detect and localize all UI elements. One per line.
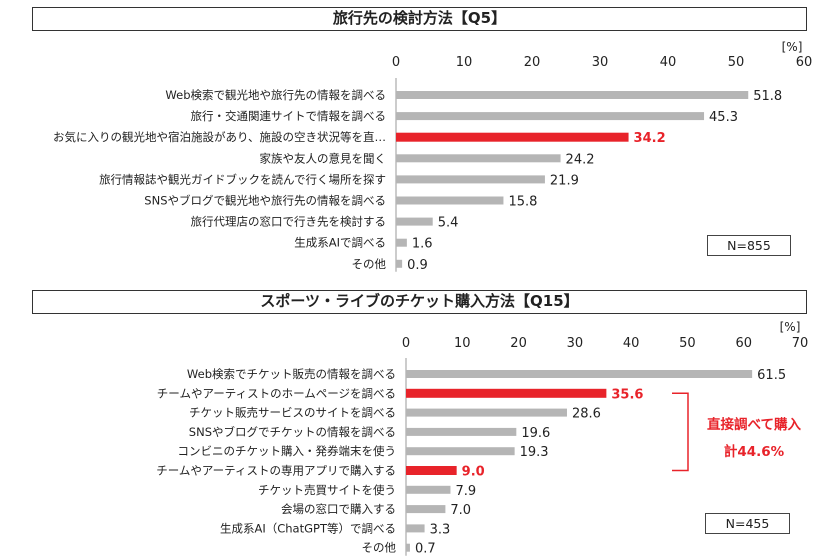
chart1-value-label: 34.2	[634, 131, 666, 146]
chart1-bar	[396, 238, 407, 247]
chart1-sample-size: N=855	[707, 235, 791, 256]
chart1-bar	[396, 175, 545, 184]
chart2-bar	[406, 466, 457, 475]
chart2-bar	[406, 524, 425, 533]
chart1-value-label: 45.3	[709, 110, 738, 125]
chart1-bar	[396, 259, 403, 268]
chart1-category-label: 旅行代理店の窓口で行き先を検討する	[191, 215, 387, 229]
chart1-bar	[396, 132, 629, 142]
chart2-value-label: 0.7	[415, 542, 436, 557]
chart2-tick-label: 40	[623, 336, 640, 351]
chart2-category-label: Web検索でチケット販売の情報を調べる	[187, 367, 396, 381]
chart2-title: スポーツ・ライブのチケット購入方法【Q15】	[32, 290, 807, 314]
chart1-value-label: 15.8	[508, 195, 537, 210]
chart1-title: 旅行先の検討方法【Q5】	[32, 7, 807, 31]
chart1-value-label: 1.6	[412, 237, 433, 252]
chart2-bar	[406, 408, 567, 417]
chart2-value-label: 19.6	[521, 426, 550, 441]
chart2-tick-label: 30	[567, 336, 584, 351]
chart1-bar	[396, 217, 433, 226]
chart2-category-label: チームやアーティストのホームページを調べる	[157, 386, 396, 400]
chart2-bar	[406, 505, 446, 514]
chart1-plot: [%] 0 10 20 30 40 50 60 Web検索で観光地や旅行先の情報を調べる 51.8…	[53, 40, 812, 273]
chart2-tick-label: 20	[510, 336, 527, 351]
chart1-value-label: 21.9	[550, 173, 579, 188]
chart2-bar	[406, 447, 515, 456]
chart1-tick-label: 0	[392, 55, 400, 70]
chart2-category-label: その他	[362, 541, 397, 555]
chart1-tick-label: 20	[524, 55, 541, 70]
chart2-category-label: コンビニのチケット購入・発券端末を使う	[178, 444, 397, 458]
chart1-tick-label: 10	[456, 55, 473, 70]
chart1-category-label: 旅行情報誌や観光ガイドブックを読んで行く場所を探す	[99, 172, 386, 186]
chart1-category-label: SNSやブログで観光地や旅行先の情報を調べる	[144, 194, 386, 208]
chart2-value-label: 61.5	[757, 368, 786, 383]
chart2-value-label: 9.0	[462, 465, 485, 480]
chart2-bar	[406, 388, 607, 398]
chart2-bar	[406, 427, 517, 436]
chart2-value-label: 7.9	[455, 484, 476, 499]
chart2-category-label: チケット売買サイトを使う	[258, 483, 396, 497]
chart2-value-label: 19.3	[520, 445, 549, 460]
chart2-tick-label: 0	[402, 336, 410, 351]
chart2-tick-label: 70	[792, 336, 809, 351]
chart1-tick-label: 60	[796, 55, 813, 70]
chart2-bar	[406, 370, 753, 378]
chart2-value-label: 3.3	[430, 522, 451, 537]
chart1-bar	[396, 154, 561, 163]
chart2-category-label: チームやアーティストの専用アプリで購入する	[156, 464, 396, 478]
chart2-sample-size: N=455	[705, 513, 790, 534]
chart1-category-label: Web検索で観光地や旅行先の情報を調べる	[165, 88, 386, 102]
chart1-category-label: お気に入りの観光地や宿泊施設があり、施設の空き状況等を直…	[53, 130, 386, 144]
chart1-tick-label: 50	[728, 55, 745, 70]
chart2-category-label: 生成系AI（ChatGPT等）で調べる	[220, 521, 396, 535]
chart2-category-label: 会場の窓口で購入する	[281, 502, 396, 516]
chart2-tick-label: 60	[735, 336, 752, 351]
chart2-value-label: 7.0	[450, 503, 471, 518]
chart1-value-label: 5.4	[438, 216, 459, 231]
chart2-tick-label: 10	[454, 336, 471, 351]
chart2-bar	[406, 543, 410, 552]
chart2-annotation-line2: 計44.6%	[723, 444, 785, 460]
chart1-value-label: 51.8	[753, 89, 782, 104]
chart1-tick-label: 30	[592, 55, 609, 70]
chart2-annotation-bracket	[672, 392, 689, 472]
chart1-bar	[396, 112, 705, 121]
chart1-bar	[396, 196, 504, 205]
chart1-value-label: 24.2	[566, 152, 595, 167]
chart2-unit-label: [%]	[780, 320, 801, 334]
chart1-category-label: 旅行・交通関連サイトで情報を調べる	[191, 109, 387, 123]
chart2-tick-label: 50	[679, 336, 696, 351]
chart2-bar	[406, 485, 451, 494]
chart1-unit-label: [%]	[782, 40, 803, 54]
chart2-annotation-line1: 直接調べて購入	[707, 417, 801, 433]
chart1-bar	[396, 91, 749, 99]
chart1-category-label: 生成系AIで調べる	[294, 236, 386, 250]
chart2-category-label: チケット販売サービスのサイトを調べる	[189, 406, 396, 420]
chart1-category-label: 家族や友人の意見を聞く	[260, 151, 387, 165]
chart2-category-label: SNSやブログでチケットの情報を調べる	[189, 425, 396, 439]
chart1-value-label: 0.9	[407, 258, 428, 273]
chart2-plot: [%] 0 10 20 30 40 50 60 70 Web検索でチケット販売の情報を調べる 61.…	[156, 320, 808, 557]
chart1-tick-label: 40	[660, 55, 677, 70]
chart1-category-label: その他	[352, 257, 387, 271]
chart2-value-label: 28.6	[572, 407, 601, 422]
chart2-value-label: 35.6	[611, 387, 643, 402]
